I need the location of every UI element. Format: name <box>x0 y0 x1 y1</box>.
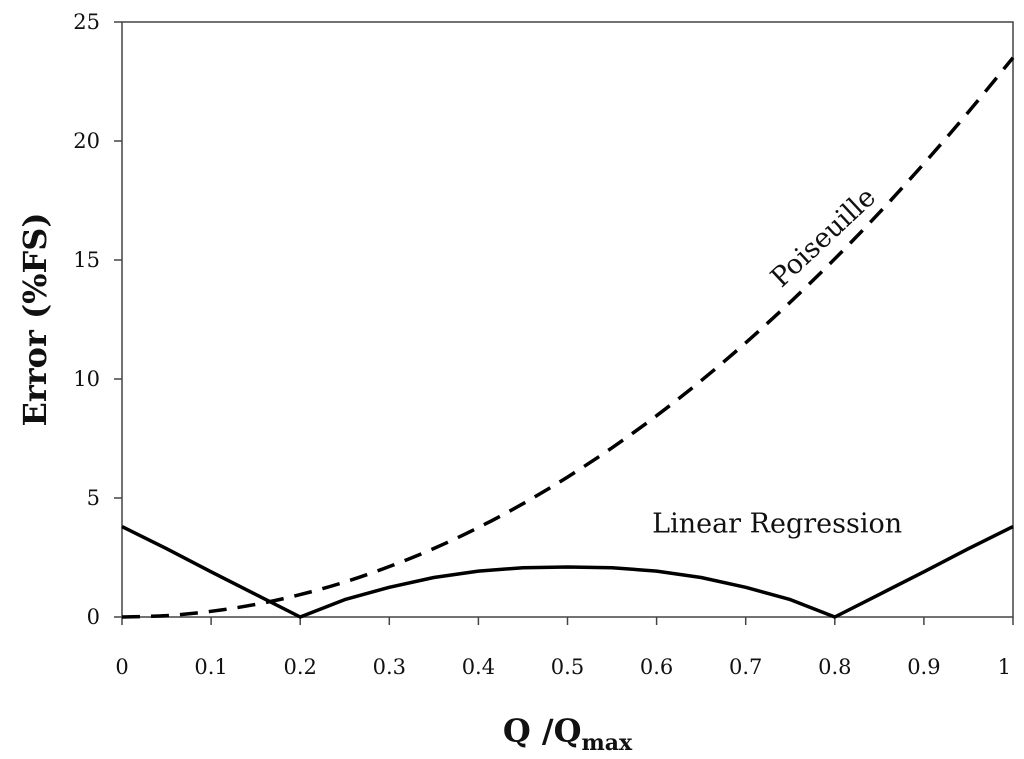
series-layer <box>121 56 1015 619</box>
y-tick-label: 10 <box>73 367 100 391</box>
y-tick-label: 15 <box>73 248 100 272</box>
series-label-poiseuille: Poiseuille <box>765 182 882 294</box>
x-tick-label: 1 <box>998 655 1011 679</box>
x-tick-label: 0 <box>115 655 128 679</box>
x-axis-title-main: Q /Q <box>503 712 582 750</box>
x-tick-label: 0.8 <box>818 655 851 679</box>
y-tick-label: 25 <box>73 10 100 34</box>
x-tick-label: 0.6 <box>640 655 673 679</box>
series-line-linear-regression <box>121 525 1014 619</box>
x-tick-label: 0.4 <box>462 655 495 679</box>
x-tick-label: 0.3 <box>373 655 406 679</box>
y-tick-label: 0 <box>87 605 100 629</box>
y-tick-label: 20 <box>73 129 100 153</box>
x-tick-label: 0.9 <box>907 655 940 679</box>
x-tick-label: 0.5 <box>551 655 584 679</box>
x-tick-label: 0.2 <box>283 655 316 679</box>
x-axis-ticks: 0 0.1 0.2 0.3 0.4 0.5 0.6 0.7 0.8 0.9 1 <box>115 617 1014 679</box>
y-axis-ticks: 0 5 10 15 20 25 <box>73 10 122 629</box>
y-tick-label: 5 <box>87 486 100 510</box>
series-label-linear-regression: Linear Regression <box>652 509 902 540</box>
x-tick-label: 0.7 <box>729 655 762 679</box>
series-labels: Poiseuille Linear Regression <box>652 182 902 540</box>
x-tick-label: 0.1 <box>194 655 227 679</box>
x-axis-title: Q /Qmax <box>503 712 633 756</box>
y-axis-title: Error (%FS) <box>16 213 54 427</box>
x-axis-title-subscript: max <box>581 730 633 756</box>
